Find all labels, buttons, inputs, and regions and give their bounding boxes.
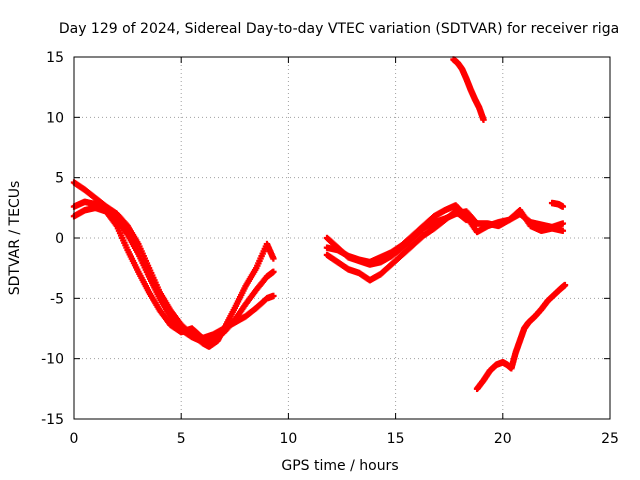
x-tick-label: 15 xyxy=(387,431,405,447)
series-arc-2 xyxy=(70,198,277,345)
data-point xyxy=(559,227,567,234)
x-tick-label: 5 xyxy=(177,431,186,447)
chart-title: Day 129 of 2024, Sidereal Day-to-day VTE… xyxy=(59,21,619,37)
data-points xyxy=(70,56,569,393)
data-point xyxy=(559,220,567,227)
series-arc-8 xyxy=(450,56,487,123)
x-tick-label: 25 xyxy=(601,431,619,447)
y-tick-label: 15 xyxy=(46,50,64,66)
data-point xyxy=(270,292,277,300)
data-point xyxy=(463,216,470,224)
data-point xyxy=(270,268,277,275)
data-point xyxy=(270,255,277,262)
y-tick-label: -10 xyxy=(41,352,64,368)
series-arc-9 xyxy=(473,281,569,393)
y-tick-label: -5 xyxy=(50,291,64,307)
data-point xyxy=(561,281,569,289)
x-axis-label: GPS time / hours xyxy=(281,458,398,474)
y-tick-label: 10 xyxy=(46,110,64,126)
series-arc-4 xyxy=(323,202,567,266)
data-point xyxy=(559,203,567,210)
x-tick-label: 0 xyxy=(70,431,79,447)
y-tick-label: -15 xyxy=(41,412,64,428)
data-point xyxy=(480,116,487,123)
series-arc-5 xyxy=(323,207,567,268)
plot-frame xyxy=(73,56,611,420)
y-tick-label: 5 xyxy=(55,171,64,187)
series-arc-6 xyxy=(323,208,470,284)
x-tick-label: 20 xyxy=(494,431,512,447)
series-arc-3 xyxy=(70,204,277,342)
y-tick-label: 0 xyxy=(55,231,64,247)
x-tick-label: 10 xyxy=(279,431,297,447)
y-axis-label: SDTVAR / TECUs xyxy=(7,181,23,296)
grid-lines xyxy=(74,57,610,419)
tick-labels: 0 5 10 15 20 25 -15 -10 -5 0 5 10 15 xyxy=(41,50,619,447)
series-arc-7 xyxy=(548,199,567,210)
